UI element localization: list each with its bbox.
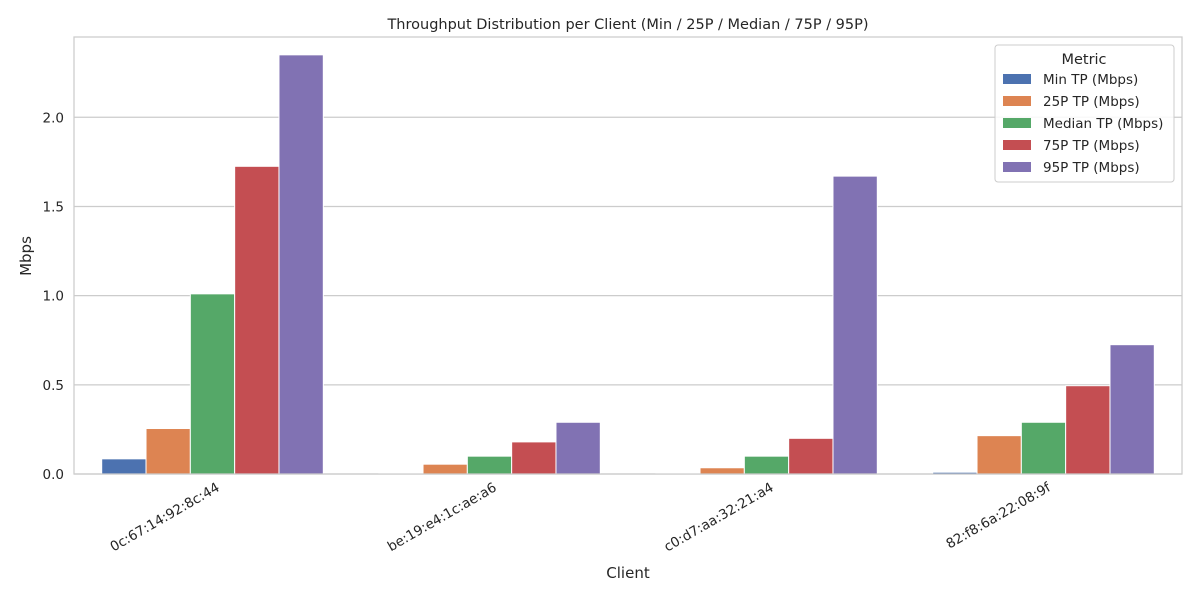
x-tick-label: c0:d7:aa:32:21:a4 bbox=[661, 480, 776, 556]
legend-label: 95P TP (Mbps) bbox=[1043, 160, 1140, 176]
y-tick-label: 0.0 bbox=[43, 467, 64, 483]
legend-label: Median TP (Mbps) bbox=[1043, 116, 1163, 132]
x-axis-ticks: 0c:67:14:92:8c:44 be:19:e4:1c:ae:a6 c0:d7:… bbox=[108, 479, 1055, 555]
bar bbox=[145, 428, 191, 475]
bar bbox=[422, 463, 468, 475]
legend-swatch bbox=[1003, 96, 1031, 106]
bar bbox=[788, 437, 834, 475]
legend-items: Min TP (Mbps) 25P TP (Mbps) Median TP (Mbp… bbox=[1003, 72, 1163, 176]
y-tick-label: 2.0 bbox=[43, 110, 64, 126]
x-axis-label: Client bbox=[606, 564, 650, 582]
legend-swatch bbox=[1003, 118, 1031, 128]
plot-frame bbox=[73, 36, 1183, 475]
legend-title: Metric bbox=[1061, 52, 1106, 68]
x-tick-label: 0c:67:14:92:8c:44 bbox=[108, 480, 223, 556]
legend-swatch bbox=[1003, 140, 1031, 150]
legend-label: 75P TP (Mbps) bbox=[1043, 138, 1140, 154]
bar bbox=[234, 165, 280, 475]
legend-label: Min TP (Mbps) bbox=[1043, 72, 1138, 88]
bar bbox=[278, 54, 324, 475]
y-tick-label: 0.5 bbox=[43, 378, 64, 394]
y-axis-ticks: 0.0 0.5 1.0 1.5 2.0 bbox=[43, 110, 64, 483]
y-axis-label: Mbps bbox=[17, 236, 35, 276]
x-tick-label: be:19:e4:1c:ae:a6 bbox=[385, 480, 500, 555]
y-tick-label: 1.0 bbox=[43, 289, 64, 305]
y-tick-label: 1.5 bbox=[43, 199, 64, 215]
chart-title: Throughput Distribution per Client (Min … bbox=[386, 17, 868, 33]
bar bbox=[555, 421, 601, 475]
bar bbox=[101, 458, 147, 475]
bar bbox=[189, 293, 236, 475]
legend-box bbox=[994, 44, 1175, 183]
x-tick-label: 82:f8:6a:22:08:9f bbox=[943, 479, 1054, 552]
legend: Metric Min TP (Mbps) 25P TP (Mbps) Median … bbox=[994, 44, 1175, 183]
bar bbox=[1065, 385, 1111, 475]
bar bbox=[466, 455, 513, 475]
bar bbox=[976, 435, 1022, 475]
bar bbox=[1020, 421, 1067, 475]
bar bbox=[511, 441, 557, 475]
bar bbox=[743, 455, 790, 475]
bar bbox=[832, 175, 878, 475]
legend-label: 25P TP (Mbps) bbox=[1043, 94, 1140, 110]
legend-swatch bbox=[1003, 162, 1031, 172]
bar bbox=[1109, 344, 1155, 475]
bars bbox=[101, 54, 1155, 475]
bar bbox=[699, 467, 745, 475]
legend-swatch bbox=[1003, 74, 1031, 84]
